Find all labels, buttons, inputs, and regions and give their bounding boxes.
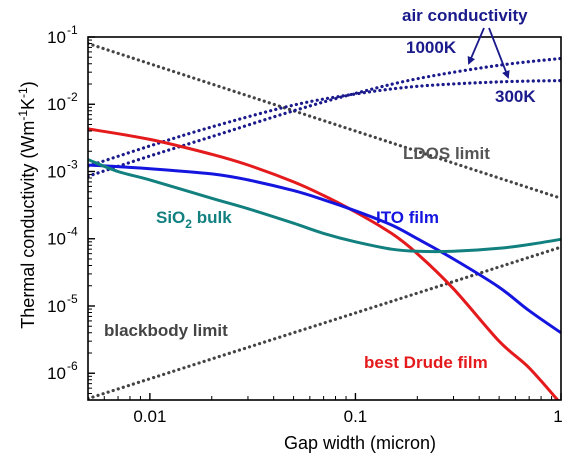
x-axis-title: Gap width (micron): [284, 433, 436, 453]
y-tick-exponent: -6: [67, 359, 78, 373]
annotations: air conductivity 1000K 300K LDOS limit ITO f…: [104, 6, 536, 372]
series-layer: [88, 41, 561, 400]
x-tick-label: 0.01: [133, 407, 166, 426]
y-tick-label: 10: [47, 297, 66, 316]
annotation-air: air conductivity: [402, 6, 528, 25]
annotation-k300: 300K: [495, 87, 536, 106]
annotation-blackbody: blackbody limit: [104, 321, 228, 340]
y-tick-exponent: -4: [67, 225, 78, 239]
y-tick-label: 10: [47, 28, 66, 47]
y-axis-title-mid: K: [18, 98, 38, 110]
annotation-sio2: SiO2 bulk: [156, 208, 232, 231]
annotation-drude: best Drude film: [364, 353, 488, 372]
ticks-layer: 0.01 0.1 110-610-510-410-310-210-1: [47, 23, 563, 426]
series-air300-line: [88, 79, 561, 168]
y-tick-exponent: -3: [67, 157, 78, 171]
annotation-ldos: LDOS limit: [403, 144, 490, 163]
x-tick-label: 1: [553, 407, 562, 426]
y-tick-label: 10: [47, 95, 66, 114]
annotation-ito: ITO film: [376, 208, 439, 227]
y-tick-label: 10: [47, 364, 66, 383]
y-axis-title-sup2: -1: [16, 87, 30, 98]
arrow-300k: [488, 27, 510, 79]
y-axis-title: Thermal conductivity (Wm-1K-1): [16, 81, 38, 328]
y-tick-exponent: -5: [67, 292, 78, 306]
y-axis-title-sup1: -1: [16, 110, 30, 121]
y-axis-title-main: Thermal conductivity (Wm: [18, 121, 38, 329]
series-sio2-line: [88, 158, 561, 254]
y-axis-title-end: ): [18, 81, 38, 87]
y-tick-label: 10: [47, 162, 66, 181]
y-tick-exponent: -2: [67, 90, 78, 104]
arrow-1000k: [467, 27, 485, 65]
y-tick-exponent: -1: [67, 23, 78, 37]
series-ldos-line: [88, 41, 561, 200]
annotation-k1000: 1000K: [406, 38, 457, 57]
y-tick-label: 10: [47, 230, 66, 249]
series-blackbody-line: [88, 245, 561, 400]
x-tick-label: 0.1: [344, 407, 368, 426]
series-air1000-line: [88, 56, 561, 178]
series-ito-line: [88, 163, 561, 335]
